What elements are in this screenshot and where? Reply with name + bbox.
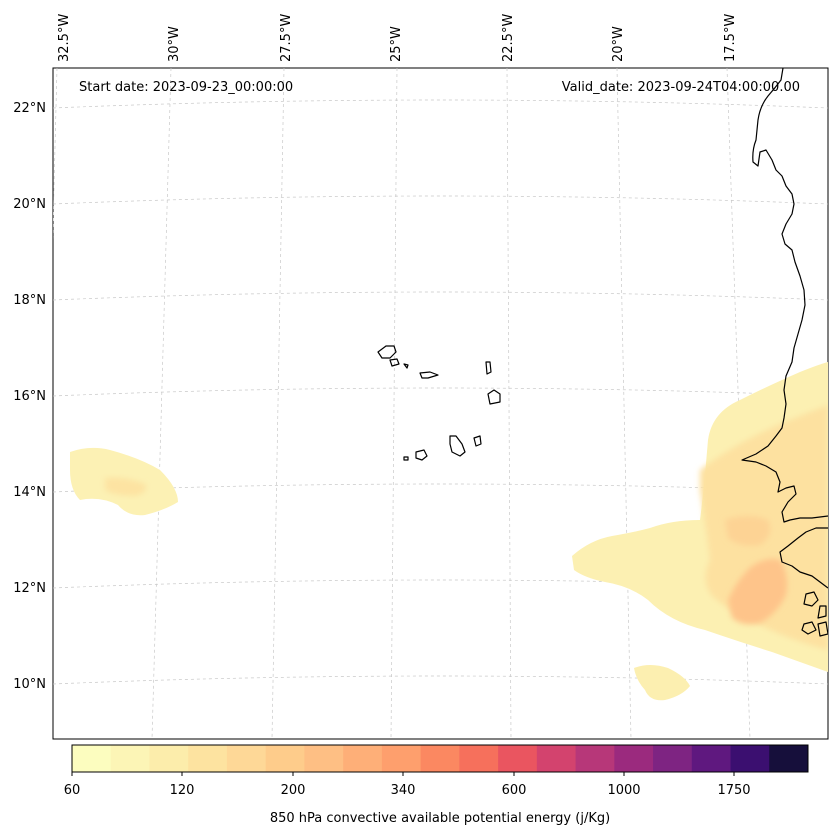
lat-label: 20°N [13, 197, 46, 212]
colorbar-swatch [72, 745, 112, 772]
lon-label: 17.5°W [723, 14, 738, 62]
lat-label: 16°N [13, 389, 46, 404]
africa-coastline [741, 68, 828, 523]
colorbar-tick-label: 600 [502, 783, 527, 798]
lat-label: 22°N [13, 101, 46, 116]
lat-label: 18°N [13, 293, 46, 308]
colorbar-swatch [730, 745, 770, 772]
cape-verde-santo-antao [377, 345, 397, 359]
colorbar-title: 850 hPa convective available potential e… [270, 811, 610, 826]
colorbar-swatch [575, 745, 615, 772]
guinea-islands [801, 591, 828, 637]
lat-label: 12°N [13, 581, 46, 596]
colorbar-swatch [188, 745, 228, 772]
colorbar-tick-label: 1000 [607, 783, 640, 798]
lon-labels: 32.5°W 30°W 27.5°W 25°W 22.5°W 20°W 17.5… [57, 14, 738, 62]
colorbar-swatch [265, 745, 305, 772]
colorbar-tick-label: 120 [170, 783, 195, 798]
colorbar-swatch [536, 745, 577, 772]
colorbar-swatch [381, 745, 422, 772]
cape-verde-sao-vicente [389, 358, 400, 367]
lon-label: 25°W [389, 26, 404, 62]
colorbar-tick-labels: 60 120 200 340 600 1000 1750 [64, 783, 751, 798]
colorbar-swatch [226, 745, 267, 772]
cape-patch-south [634, 665, 690, 701]
lat-labels: 22°N 20°N 18°N 16°N 14°N 12°N 10°N [13, 101, 46, 692]
cape-patch-west-core [105, 477, 147, 496]
lon-label: 30°W [167, 26, 182, 62]
colorbar-swatch [420, 745, 460, 772]
colorbar [72, 745, 809, 772]
lat-label: 10°N [13, 677, 46, 692]
cape-verde-boa-vista [487, 389, 501, 405]
guinea-bissau-coast [779, 527, 828, 589]
colorbar-swatch [769, 745, 809, 772]
colorbar-swatch [304, 745, 344, 772]
colorbar-swatch [653, 745, 693, 772]
cape-verde-brava [403, 456, 409, 461]
lat-label: 14°N [13, 485, 46, 500]
cape-verde-maio [473, 435, 482, 447]
colorbar-swatch [691, 745, 732, 772]
colorbar-ticks [71, 772, 735, 776]
map-frame [52, 67, 829, 740]
colorbar-swatch [459, 745, 499, 772]
cape-patch-east-core2 [725, 516, 771, 546]
lon-label: 22.5°W [501, 14, 516, 62]
cape-patch-east-core [728, 558, 788, 625]
colorbar-tick-label: 200 [281, 783, 306, 798]
valid-date-label: Valid_date: 2023-09-24T04:00:00.00 [562, 80, 800, 95]
colorbar-tick-label: 60 [64, 783, 81, 798]
colorbar-outline [71, 744, 809, 773]
colorbar-swatch [149, 745, 189, 772]
cape-verde-santiago [449, 435, 466, 457]
colorbar-swatch [498, 745, 538, 772]
cape-verde-sao-nicolau [419, 371, 439, 379]
cape-verde-sal [485, 361, 492, 375]
cape-verde-fogo [415, 449, 428, 461]
colorbar-swatch [614, 745, 654, 772]
cape-field [70, 362, 828, 701]
cape-verde-santa-luzia [403, 363, 409, 369]
lon-label: 32.5°W [57, 14, 72, 62]
colorbar-swatch [110, 745, 150, 772]
coastlines [377, 68, 828, 637]
lon-label: 20°W [611, 26, 626, 62]
colorbar-tick-label: 340 [391, 783, 416, 798]
lon-label: 27.5°W [279, 14, 294, 62]
colorbar-swatch [343, 745, 383, 772]
start-date-label: Start date: 2023-09-23_00:00:00 [79, 80, 293, 95]
colorbar-tick-label: 1750 [717, 783, 750, 798]
